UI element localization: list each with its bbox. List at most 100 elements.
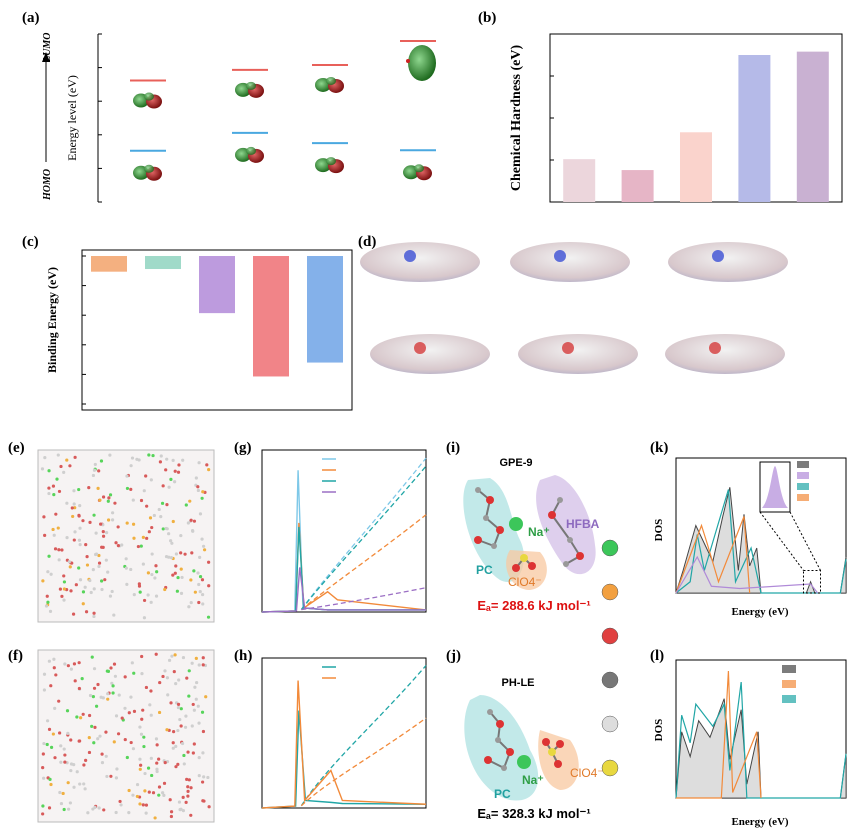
md-atom [189,813,193,817]
md-atom [49,782,53,787]
md-atom [77,487,81,492]
md-atom [104,730,108,734]
md-atom [47,727,52,732]
orbital-lobe [414,164,424,173]
md-atom [146,766,151,770]
md-atom [132,709,137,713]
md-atom [66,731,70,735]
md-atom [102,808,106,812]
md-atom [93,805,97,810]
panel-a-yticks [97,33,102,203]
md-atom [176,728,180,733]
md-atom [165,502,169,507]
md-atom [91,473,96,478]
panel-j: (j) PH-LE Na⁺ PC ClO4⁻ Eₐ= 328.3 kJ mol⁻… [446,648,604,821]
md-atom [41,579,45,583]
atom-ball [576,552,584,560]
md-atom [142,489,146,493]
md-atom [87,736,91,740]
md-atom [72,489,76,493]
md-atom [62,580,67,584]
md-atom [47,469,51,473]
md-atom [52,666,56,670]
md-atom [108,453,112,457]
md-atom [135,782,140,787]
md-atom [167,658,172,662]
md-atom [157,507,161,512]
md-atom [113,674,118,678]
md-atom [140,717,144,721]
md-atom [106,570,110,574]
md-atom [69,667,73,671]
md-atom [47,554,51,558]
md-atom [106,692,110,696]
md-atom [131,793,135,797]
md-atom [157,757,161,761]
md-atom [197,461,201,465]
legend-swatch [782,695,796,703]
md-atom [84,610,89,614]
md-atom [144,474,148,478]
md-atom [161,527,165,531]
clo4-dos-line [675,516,751,594]
md-atom [100,587,104,592]
md-atom [68,801,72,805]
panel-l: (l) DOS Energy (eV) [650,648,847,828]
md-atom [111,691,115,695]
md-atom [175,589,179,593]
md-atom [160,501,165,505]
panel-b: (b) Chemical Hardness (eV) [478,10,843,203]
md-atom [84,543,88,547]
md-atom [56,453,60,457]
md-atom [57,548,61,552]
md-atom [92,686,97,690]
md-atom [169,814,173,819]
md-atom [196,571,200,575]
md-atom [123,675,127,679]
md-atom [192,519,197,523]
md-atom [201,592,205,597]
md-atom [181,795,185,799]
md-atom [59,464,63,469]
md-atom [174,682,178,686]
panel-c-label: (c) [22,234,39,250]
md-atom [116,732,121,736]
atom-ball [528,562,536,570]
charge-spot [709,342,721,354]
md-atom [101,530,105,534]
md-atom [125,486,130,491]
md-atom [129,695,133,699]
panel-c-bars [91,256,343,377]
md-atom [124,566,128,570]
md-atom [188,499,192,503]
md-atom [109,774,113,778]
md-atom [176,470,181,474]
pc-label: PC [476,563,493,577]
md-atom [117,693,121,697]
panel-i-label: (i) [446,440,460,456]
atom-ball [554,760,562,768]
md-atom [138,757,142,761]
md-atom [111,684,115,688]
md-atom [43,533,47,537]
clo4-label: ClO4⁻ [508,575,542,589]
md-atom [147,530,151,534]
md-atom [81,712,85,716]
md-atom [179,724,183,728]
md-atom [144,811,148,815]
md-atom [202,548,207,552]
atom-ball [501,765,507,771]
panel-h-label: (h) [234,648,252,664]
md-atom [200,537,204,541]
md-atom [118,799,122,804]
panel-j-molecule [484,709,564,771]
md-atom [70,506,74,510]
panel-l-label: (l) [650,648,664,664]
md-atom [129,740,133,745]
md-atom [124,557,128,561]
md-atom [177,800,182,804]
md-atom [153,816,157,820]
md-atom [150,552,154,556]
md-atom [202,775,206,779]
pc-shade-j [464,695,539,801]
